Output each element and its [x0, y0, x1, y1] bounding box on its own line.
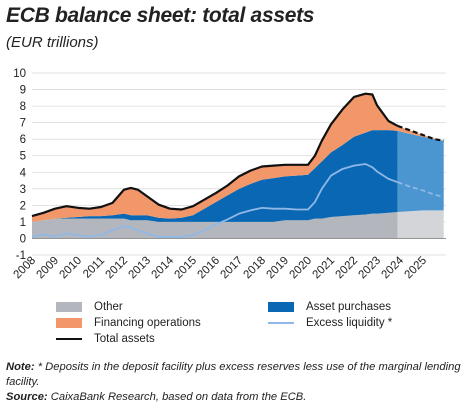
- x-tick-label: 2016: [196, 255, 223, 282]
- area-projection-asset_purchases: [397, 130, 444, 212]
- y-tick-label: 0: [20, 233, 26, 245]
- area-asset_purchases: [32, 130, 398, 222]
- y-tick-label: 3: [20, 184, 26, 196]
- legend-item-financing-operations: Financing operations: [56, 317, 201, 329]
- note-text: * Deposits in the deposit facility plus …: [6, 361, 461, 388]
- note-line: Note: * Deposits in the deposit facility…: [6, 360, 468, 390]
- x-tick-label: 2018: [242, 255, 269, 282]
- y-tick-label: -1: [16, 250, 26, 262]
- legend-label-financing-operations: Financing operations: [94, 317, 201, 329]
- line-excess_liquidity: [31, 163, 399, 238]
- y-tick-label: 2: [20, 200, 26, 212]
- source-label: Source:: [6, 391, 48, 403]
- x-tick-label: 2009: [35, 255, 62, 282]
- x-tick-label: 2023: [357, 255, 384, 282]
- legend-item-asset-purchases: Asset purchases: [268, 301, 391, 313]
- source-text: CaixaBank Research, based on data from t…: [50, 391, 307, 403]
- x-tick-label: 2024: [380, 254, 407, 281]
- x-tick-label: 2025: [403, 255, 430, 282]
- legend-swatch-total-assets: [56, 338, 82, 340]
- x-tick-label: 2010: [58, 255, 85, 282]
- chart-notes: Note: * Deposits in the deposit facility…: [6, 360, 468, 405]
- x-tick-label: 2021: [311, 255, 338, 282]
- source-line: Source: CaixaBank Research, based on dat…: [6, 390, 468, 405]
- y-tick-label: 6: [20, 134, 26, 146]
- x-tick-label: 2020: [288, 255, 315, 282]
- x-tick-label: 2011: [81, 255, 107, 281]
- y-tick-label: 10: [13, 68, 26, 80]
- legend-label-other: Other: [94, 301, 123, 313]
- chart-title: ECB balance sheet: total assets: [6, 4, 315, 27]
- x-tick-label: 2017: [219, 255, 246, 282]
- chart-legend: Other Asset purchases Financing operatio…: [56, 299, 466, 345]
- area-financing_operations: [32, 93, 398, 222]
- legend-swatch-other: [56, 302, 82, 312]
- y-tick-label: 1: [20, 217, 26, 229]
- legend-item-total-assets: Total assets: [56, 333, 155, 345]
- legend-swatch-asset-purchases: [268, 302, 294, 312]
- y-tick-label: 7: [20, 118, 26, 130]
- y-tick-label: 5: [20, 151, 26, 163]
- legend-swatch-excess-liquidity: [268, 322, 294, 324]
- legend-label-asset-purchases: Asset purchases: [306, 301, 392, 313]
- line-total_assets: [31, 92, 399, 218]
- area-projection-other: [397, 210, 444, 239]
- line-projection-total_assets: [397, 124, 444, 142]
- chart-subtitle: (EUR trillions): [6, 34, 99, 51]
- x-tick-label: 2014: [150, 254, 177, 281]
- legend-swatch-financing-operations: [56, 318, 82, 328]
- chart-plot: -101234567891020082009201020112012201320…: [12, 68, 446, 282]
- legend-item-excess-liquidity: Excess liquidity *: [268, 317, 392, 329]
- x-tick-label: 2015: [173, 255, 200, 282]
- line-projection-excess_liquidity: [397, 181, 444, 198]
- x-tick-label: 2013: [127, 255, 154, 282]
- x-tick-label: 2019: [265, 255, 292, 282]
- legend-label-total-assets: Total assets: [94, 333, 155, 345]
- y-tick-label: 9: [20, 85, 26, 97]
- x-tick-label: 2012: [104, 255, 131, 282]
- legend-label-excess-liquidity: Excess liquidity *: [306, 317, 393, 329]
- x-tick-label: 2022: [334, 255, 361, 282]
- legend-item-other: Other: [56, 301, 123, 313]
- note-label: Note:: [6, 361, 35, 373]
- y-tick-label: 4: [20, 167, 27, 179]
- y-tick-label: 8: [20, 101, 26, 113]
